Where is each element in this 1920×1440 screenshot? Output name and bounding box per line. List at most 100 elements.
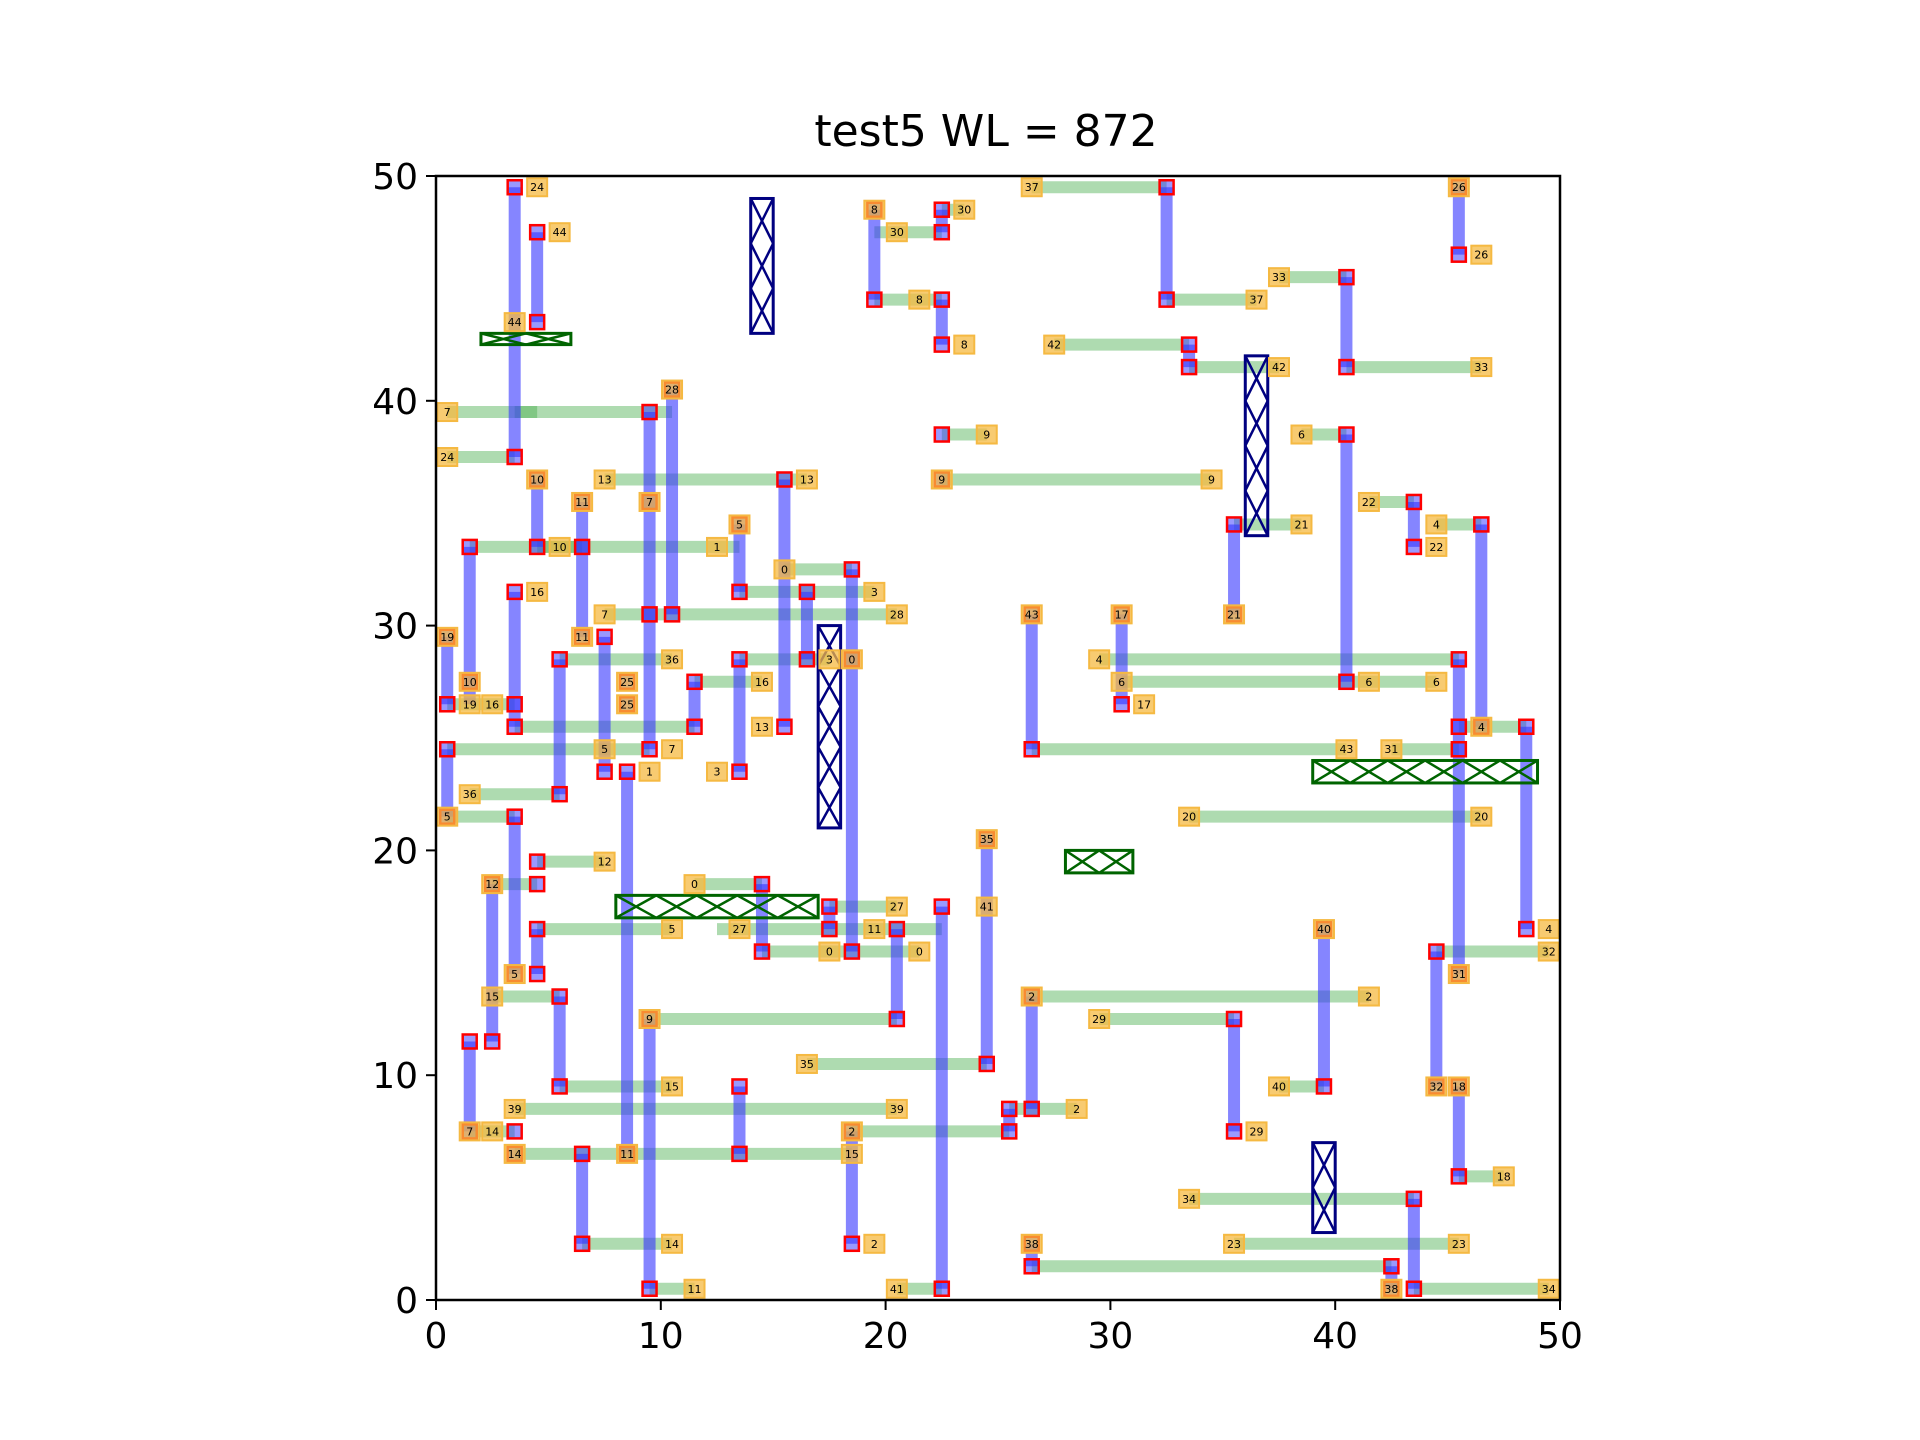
pin-label-box [661, 1076, 684, 1097]
pin-marker [1383, 1258, 1400, 1275]
pin-label: 21 [1227, 608, 1241, 621]
pin-marker [1450, 246, 1468, 263]
pin-label-box [1447, 964, 1470, 985]
pin-marker [821, 920, 838, 938]
pin-label: 12 [598, 856, 612, 869]
pin-label-box [885, 604, 908, 625]
pin-label-box [908, 289, 931, 310]
pin-label-box [908, 941, 931, 962]
pin-marker [573, 1235, 591, 1253]
pin-label-box [548, 222, 571, 243]
pin-label-box [1020, 604, 1043, 625]
x-tick-label: 30 [1087, 1316, 1133, 1357]
pin-label: 42 [1047, 339, 1061, 352]
pin-label: 4 [1545, 923, 1552, 936]
pin-label: 1 [646, 766, 653, 779]
y-tick-label: 10 [372, 1056, 418, 1097]
pin-marker [1023, 1258, 1040, 1275]
pin-label: 34 [1542, 1283, 1556, 1296]
pin-label-box [1357, 671, 1380, 692]
obstacle-layer [479, 196, 1540, 1235]
obstacle-block [816, 624, 843, 830]
pin-label-box [840, 1121, 863, 1142]
pin-marker [933, 201, 951, 218]
pin-label: 43 [1025, 608, 1039, 621]
pin-label-box [458, 1121, 481, 1142]
pin-label-box [458, 784, 481, 805]
pin-label-box [661, 379, 684, 400]
pin-marker [506, 808, 523, 825]
pin-marker [1315, 1078, 1333, 1095]
pin-marker [731, 651, 748, 668]
y-tick-label: 0 [395, 1281, 418, 1322]
pin-label-box [1178, 806, 1201, 827]
pin-marker [776, 718, 793, 736]
pin-label: 5 [601, 743, 608, 756]
pin-label: 11 [575, 631, 589, 644]
pin-label-box [1110, 604, 1133, 625]
pin-label: 15 [845, 1148, 859, 1161]
pin-label: 0 [826, 946, 833, 959]
pin-label-box [593, 469, 616, 490]
pin-label-box [728, 514, 751, 535]
pin-label: 7 [646, 496, 653, 509]
pin-marker [933, 223, 951, 241]
pin-label-box [795, 1053, 818, 1074]
pin-marker [596, 628, 613, 646]
pin-label-box [1470, 244, 1493, 265]
pin-label-box [728, 919, 751, 940]
pin-marker [933, 291, 951, 308]
pin-label: 7 [669, 743, 676, 756]
pin-label: 41 [890, 1283, 904, 1296]
pin-label: 44 [508, 316, 522, 329]
pin-marker [506, 178, 523, 196]
pin-label: 18 [1452, 1080, 1466, 1093]
pin-label-box [975, 424, 998, 445]
pin-label-box [773, 559, 796, 580]
pin-marker [731, 763, 748, 780]
pin-label: 20 [1182, 811, 1196, 824]
pin-label: 2 [1073, 1103, 1080, 1116]
pin-marker [1518, 718, 1535, 736]
pin-label-box [571, 626, 594, 647]
pin-label-box [750, 716, 773, 737]
pin-label-box [1245, 1121, 1268, 1142]
pin-label: 13 [598, 473, 612, 486]
pin-marker [978, 1055, 996, 1073]
pin-label: 38 [1025, 1238, 1039, 1251]
pin-label: 36 [463, 788, 477, 801]
pin-label: 13 [800, 473, 814, 486]
pin-label-box [818, 649, 841, 670]
pin-marker [843, 1235, 861, 1253]
pin-marker [641, 740, 658, 758]
pin-marker [888, 1010, 906, 1028]
pin-label: 14 [485, 1125, 499, 1138]
pin-marker [1450, 740, 1468, 758]
pin-marker [461, 538, 478, 556]
pin-marker [641, 403, 658, 421]
pin-marker [1450, 1168, 1468, 1185]
pin-marker [551, 988, 568, 1005]
pin-label: 6 [1298, 429, 1305, 442]
pin-marker [506, 583, 523, 601]
pin-marker [1405, 1280, 1423, 1298]
pin-label: 3 [714, 766, 721, 779]
pin-marker [461, 1033, 478, 1050]
pin-label-box [503, 964, 526, 985]
x-tick-label: 20 [863, 1316, 909, 1357]
pin-marker [1518, 920, 1535, 938]
pin-label: 5 [736, 518, 743, 531]
pin-marker [1225, 1123, 1243, 1140]
pin-label-box [593, 604, 616, 625]
pin-label: 10 [553, 541, 567, 554]
pin-label-box [683, 1278, 706, 1299]
pin-label-box [863, 1233, 886, 1254]
pin-label-box [616, 671, 639, 692]
pin-marker [686, 718, 703, 736]
pin-label-box [458, 694, 481, 715]
pin-label: 11 [867, 923, 881, 936]
obstacle-block [749, 196, 775, 335]
pin-label-box [1088, 1009, 1111, 1029]
